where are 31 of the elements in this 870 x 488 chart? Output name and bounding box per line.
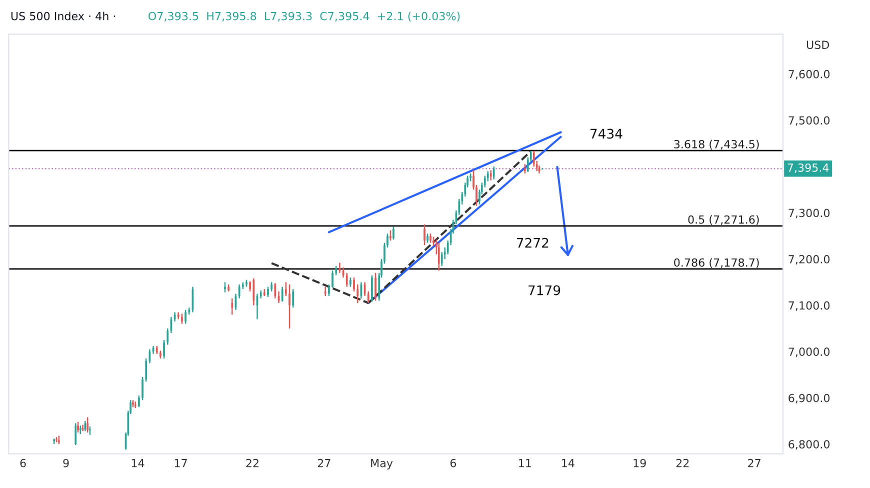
x-tick-label: 22 — [246, 458, 258, 468]
x-tick-label: 6 — [450, 458, 456, 468]
ref-line-label: 0.5 (7,271.6) — [688, 215, 759, 226]
y-tick-label: 7,000.0 — [788, 348, 830, 358]
y-axis-title: USD — [806, 40, 830, 50]
x-tick-label: 14 — [132, 459, 144, 468]
x-tick-label: 27 — [748, 458, 760, 468]
y-tick-label: 7,600.0 — [788, 70, 830, 80]
x-tick-label: May — [371, 459, 393, 470]
x-tick-label: 9 — [63, 458, 69, 468]
annotation: 7272 — [516, 238, 548, 248]
x-tick-label: 6 — [20, 458, 26, 468]
chart-title: US 500 Index · 4h · — [11, 12, 116, 20]
ref-line-label: 7,395.4 — [788, 163, 829, 173]
ref-line-label: 0.786 (7,178.7) — [674, 258, 759, 268]
x-tick-label: 14 — [562, 459, 574, 468]
y-tick-label: 6,900.0 — [788, 394, 830, 404]
chart-subtitle: O7,393.5 H7,395.8 L7,393.3 C7,395.4 +2.1 (+0.03%) — [148, 12, 460, 22]
x-tick-label: 27 — [318, 458, 330, 468]
x-tick-label: 22 — [676, 458, 689, 468]
x-tick-label: 17 — [174, 459, 187, 468]
y-tick-label: 6,800.0 — [788, 440, 830, 450]
x-tick-label: 11 — [519, 459, 531, 468]
ref-line-label: 3.618 (7,434.5) — [674, 140, 759, 150]
annotation: 7434 — [590, 128, 622, 139]
y-tick-label: 7,300.0 — [788, 208, 830, 218]
y-tick-label: 7,200.0 — [788, 255, 830, 265]
annotation: 7179 — [528, 285, 560, 296]
y-tick-label: 7,100.0 — [788, 301, 830, 311]
x-tick-label: 19 — [634, 458, 646, 468]
y-tick-label: 7,500.0 — [788, 116, 830, 126]
